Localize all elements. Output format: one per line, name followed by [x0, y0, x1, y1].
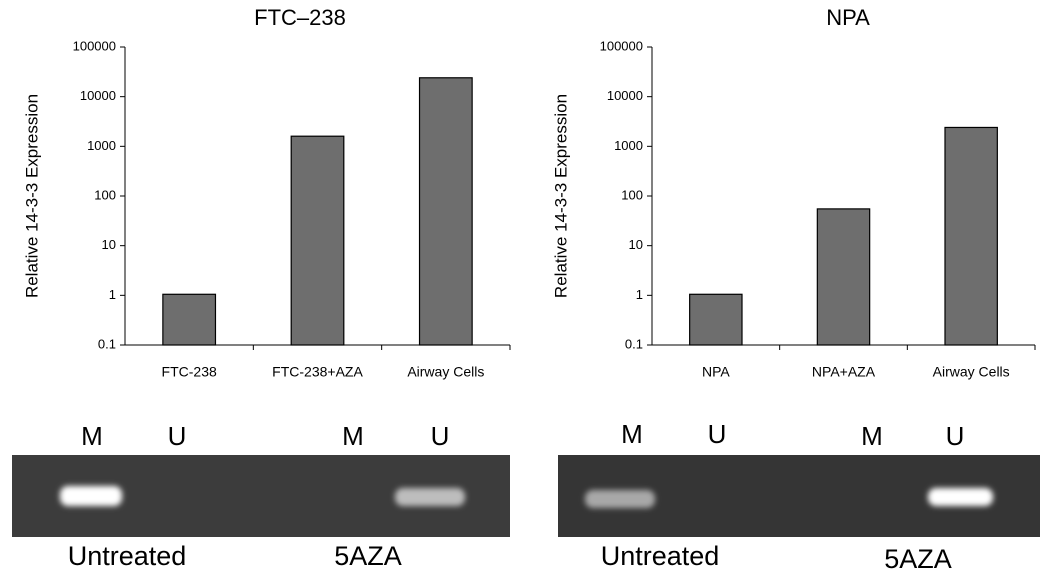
- x-tick-label: FTC-238: [162, 364, 217, 380]
- x-tick-label: Airway Cells: [407, 364, 484, 380]
- y-tick-label: 100000: [600, 38, 643, 53]
- y-tick-label: 100: [94, 187, 116, 202]
- gel-band: [395, 488, 465, 506]
- chart-title: NPA: [826, 5, 870, 30]
- bar: [944, 126, 998, 346]
- lane-label: M: [621, 419, 643, 449]
- lane-label: M: [81, 421, 103, 451]
- bar: [689, 293, 743, 346]
- y-tick-label: 1: [109, 287, 116, 302]
- lane-label: U: [431, 421, 450, 451]
- y-tick-label: 10000: [80, 88, 116, 103]
- gel-labels: M U M U Untreated 5AZA M U M U Untreated…: [68, 419, 965, 574]
- y-axis-label: Relative 14-3-3 Expression: [22, 94, 41, 298]
- group-label: Untreated: [68, 541, 187, 571]
- y-tick-label: 100: [621, 187, 643, 202]
- group-label: 5AZA: [334, 541, 402, 571]
- x-tick-label: NPA: [702, 364, 730, 380]
- x-tick-label: FTC-238+AZA: [272, 364, 363, 380]
- y-tick-label: 10000: [607, 88, 643, 103]
- gel-band: [585, 490, 655, 508]
- lane-label: U: [168, 421, 187, 451]
- group-label: 5AZA: [884, 544, 952, 574]
- lane-label: M: [342, 421, 364, 451]
- bar: [290, 135, 345, 346]
- bar: [816, 208, 871, 346]
- y-tick-label: 100000: [73, 38, 116, 53]
- y-tick-label: 10: [102, 237, 116, 252]
- y-tick-label: 1000: [614, 138, 643, 153]
- bar: [162, 293, 217, 346]
- lane-label: U: [708, 419, 727, 449]
- gel-band: [928, 488, 993, 506]
- y-axis-label: Relative 14-3-3 Expression: [551, 94, 570, 298]
- y-tick-label: 0.1: [625, 336, 643, 351]
- gel-band: [60, 486, 122, 506]
- chart-title: FTC–238: [254, 5, 346, 30]
- x-tick-label: NPA+AZA: [812, 364, 876, 380]
- group-label: Untreated: [601, 541, 720, 571]
- y-tick-label: 10: [629, 237, 643, 252]
- lane-label: M: [861, 421, 883, 451]
- y-tick-label: 0.1: [98, 336, 116, 351]
- bar: [418, 77, 473, 346]
- y-tick-label: 1: [636, 287, 643, 302]
- lane-label: U: [946, 421, 965, 451]
- x-tick-label: Airway Cells: [933, 364, 1010, 380]
- charts: FTC–238 Relative 14-3-3 Expression 0.1 1 10 1…: [22, 5, 1036, 380]
- y-tick-label: 1000: [87, 138, 116, 153]
